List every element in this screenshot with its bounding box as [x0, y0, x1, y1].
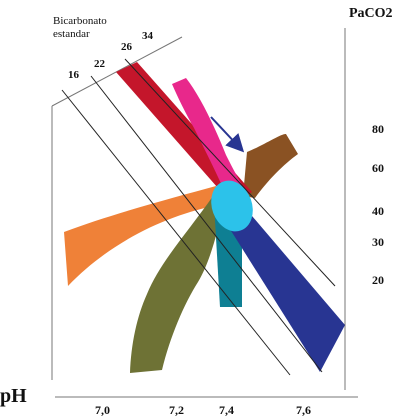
bicarbonate-label-34: 34 — [142, 30, 154, 42]
ph-tick-7-6: 7,6 — [296, 403, 311, 417]
corner-label-line-1: Bicarbonato — [53, 15, 107, 27]
isopleth-34 — [124, 58, 336, 287]
bicarbonate-label-16: 16 — [68, 69, 80, 81]
y-axis-title: PaCO2 — [349, 6, 393, 21]
paco2-tick-40: 40 — [372, 204, 384, 218]
olive-band — [130, 196, 224, 373]
bicarbonate-label-22: 22 — [94, 58, 106, 70]
paco2-tick-30: 30 — [372, 235, 384, 249]
isopleth-16 — [61, 89, 291, 376]
paco2-tick-60: 60 — [372, 161, 384, 175]
top-oblique-edge — [51, 36, 183, 107]
x-axis-title: pH — [0, 385, 27, 407]
bands — [64, 62, 345, 373]
bicarbonate-label-26: 26 — [121, 41, 133, 53]
paco2-tick-20: 20 — [372, 273, 384, 287]
ph-tick-7-2: 7,2 — [169, 403, 184, 417]
orange-band — [64, 186, 219, 286]
ph-tick-7-4: 7,4 — [219, 403, 234, 417]
frame — [51, 28, 358, 398]
isopleth-22 — [90, 75, 323, 373]
navy-band — [228, 196, 345, 372]
paco2-tick-80: 80 — [372, 122, 384, 136]
normal-range-ellipse — [211, 180, 253, 232]
ph-tick-7-0: 7,0 — [95, 403, 110, 417]
brown-band — [243, 133, 298, 198]
magenta-band — [172, 78, 246, 199]
shift-arrow — [210, 116, 245, 153]
corner-label-line-2: estandar — [53, 28, 90, 40]
bicarbonate-isopleths — [61, 58, 336, 376]
